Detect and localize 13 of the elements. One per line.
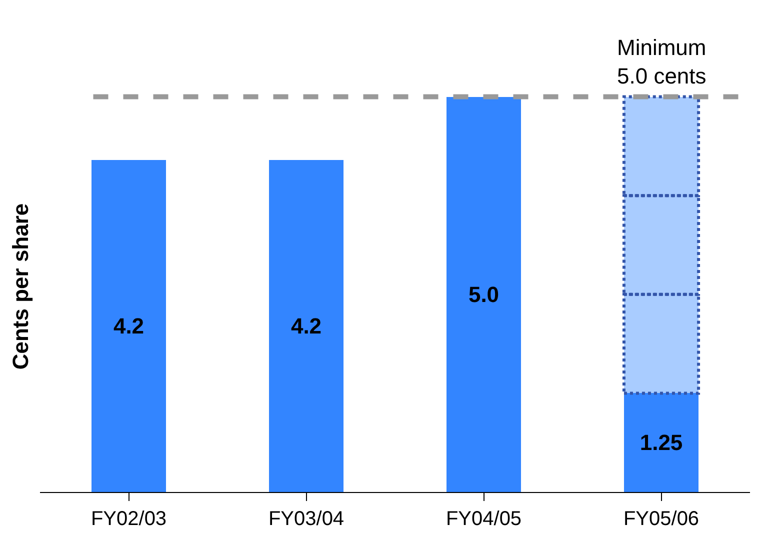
bar bbox=[91, 160, 166, 492]
x-tick-label: FY03/04 bbox=[268, 508, 344, 530]
bar bbox=[268, 160, 344, 492]
data-label: 4.2 bbox=[113, 314, 144, 339]
y-axis-title: Cents per share bbox=[8, 203, 33, 370]
data-label: 4.2 bbox=[290, 314, 322, 339]
x-tick-label: FY05/06 bbox=[623, 508, 700, 530]
bar bbox=[446, 96, 522, 492]
x-tick-label: FY04/05 bbox=[446, 508, 522, 530]
data-label: 1.25 bbox=[640, 430, 683, 456]
ref-line-label: Minimum 5.0 cents bbox=[617, 35, 706, 89]
data-label: 5.0 bbox=[468, 282, 500, 307]
x-tick-label: FY02/03 bbox=[90, 508, 167, 530]
